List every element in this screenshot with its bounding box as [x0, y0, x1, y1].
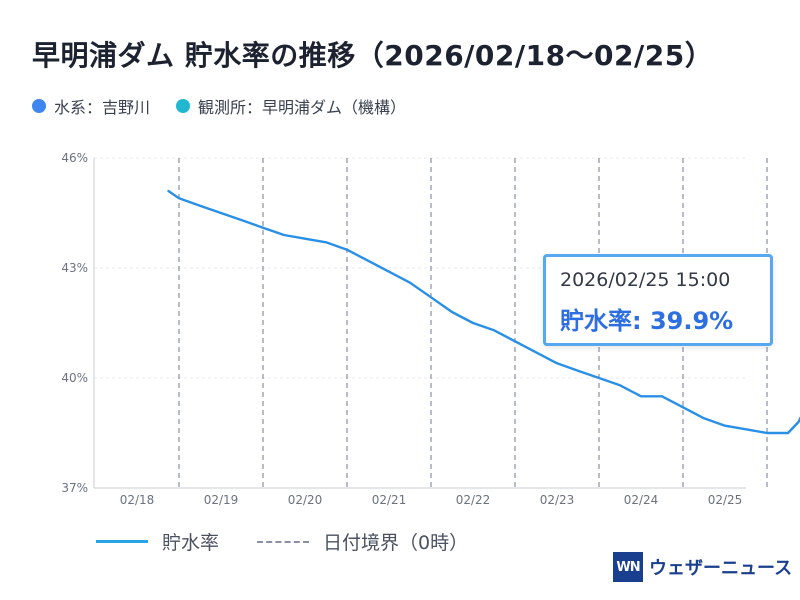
x-tick-label: 02/19 — [204, 493, 239, 507]
meta-item-water-system: 水系：吉野川 — [32, 94, 150, 118]
water-system-dot-icon — [32, 99, 46, 113]
station-dot-icon — [176, 99, 191, 113]
water-system-label: 水系：吉野川 — [54, 98, 151, 117]
legend-dashed-swatch — [257, 540, 310, 543]
station-label: 観測所：早明浦ダム（機構） — [198, 98, 407, 117]
y-tick-label: 46% — [61, 151, 88, 165]
x-tick-label: 02/25 — [708, 493, 743, 507]
y-tick-label: 37% — [61, 481, 88, 495]
series-line-rate — [167, 189, 800, 435]
tooltip-datetime: 2026/02/25 15:00 — [560, 269, 731, 291]
chart-title: 早明浦ダム 貯水率の推移（2026/02/18〜02/25） — [32, 39, 714, 72]
legend-item-boundary[interactable]: 日付境界（0時） — [257, 528, 468, 555]
legend-rate-label: 貯水率 — [162, 532, 220, 554]
x-tick-label: 02/20 — [288, 493, 323, 507]
legend-line-swatch — [96, 540, 148, 543]
legend-boundary-label: 日付境界（0時） — [323, 532, 469, 554]
x-tick-label: 02/21 — [372, 493, 407, 507]
legend: 貯水率 日付境界（0時） — [96, 528, 468, 555]
weathernews-logo: WN ウェザーニュース — [613, 552, 792, 582]
x-tick-label: 02/22 — [456, 493, 491, 507]
y-tick-label: 43% — [61, 261, 88, 275]
logo-text: ウェザーニュース — [649, 558, 793, 579]
tooltip: 2026/02/25 15:00 貯水率: 39.9% — [543, 254, 773, 346]
x-tick-label: 02/24 — [624, 493, 659, 507]
x-tick-label: 02/18 — [120, 493, 155, 507]
meta-info: 水系：吉野川 観測所：早明浦ダム（機構） — [32, 94, 406, 118]
wn-logo-icon: WN — [613, 552, 643, 582]
x-tick-label: 02/23 — [540, 493, 575, 507]
y-tick-label: 40% — [61, 371, 88, 385]
legend-item-rate[interactable]: 貯水率 — [96, 528, 219, 555]
meta-item-station: 観測所：早明浦ダム（機構） — [176, 94, 406, 118]
tooltip-value: 貯水率: 39.9% — [560, 307, 734, 335]
